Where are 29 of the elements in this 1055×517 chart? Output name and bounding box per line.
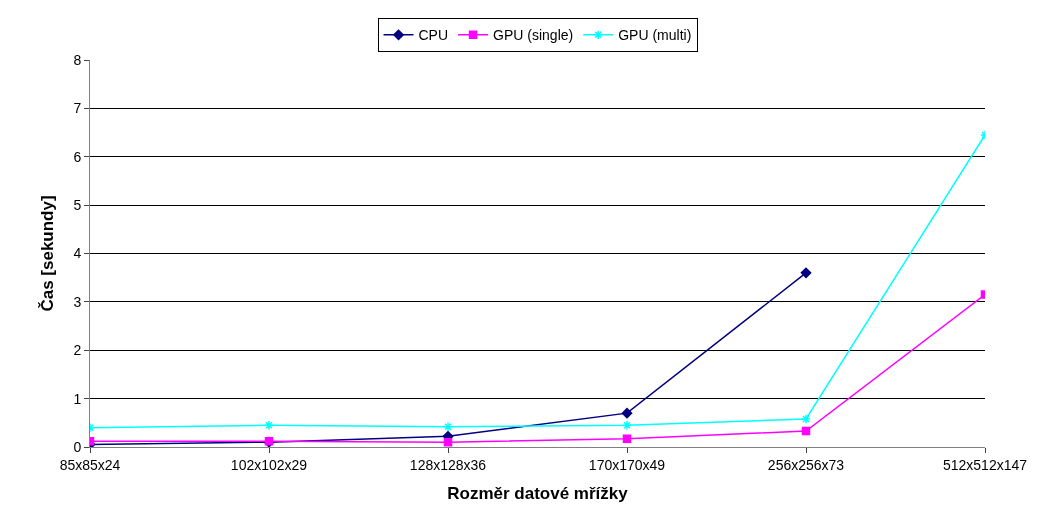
point: [800, 267, 812, 279]
point: [622, 434, 632, 444]
legend-label: GPU (single): [493, 27, 574, 44]
x-tick-label: 512x512x147: [942, 456, 1028, 473]
point: [264, 420, 274, 431]
y-tick-label: 6: [73, 148, 82, 165]
y-tick-label: 7: [73, 100, 82, 117]
y-tick-label: 5: [73, 197, 82, 214]
y-tick-label: 1: [73, 390, 82, 407]
y-tick-label: 2: [73, 342, 82, 359]
x-tick-label: 170x170x49: [588, 456, 666, 473]
point: [443, 437, 453, 447]
point: [443, 421, 453, 432]
y-tick-label: 0: [73, 438, 82, 455]
legend-label: CPU: [418, 27, 449, 44]
x-tick-label: 102x102x29: [230, 456, 308, 473]
x-axis-title: Rozměr datové mřížky: [447, 484, 629, 504]
y-tick-label: 8: [73, 51, 82, 68]
y-tick-label: 3: [73, 293, 82, 310]
legend-label: GPU (multi): [618, 27, 692, 44]
point: [801, 426, 811, 436]
point: [621, 407, 633, 419]
point: [801, 413, 811, 424]
point: [622, 420, 632, 431]
x-tick-label: 256x256x73: [767, 456, 845, 473]
x-tick-label: 128x128x36: [409, 456, 487, 473]
x-tick-label: 85x85x24: [59, 456, 121, 473]
y-axis-title: Čas [sekundy]: [37, 195, 57, 312]
y-tick-label: 4: [73, 245, 82, 262]
